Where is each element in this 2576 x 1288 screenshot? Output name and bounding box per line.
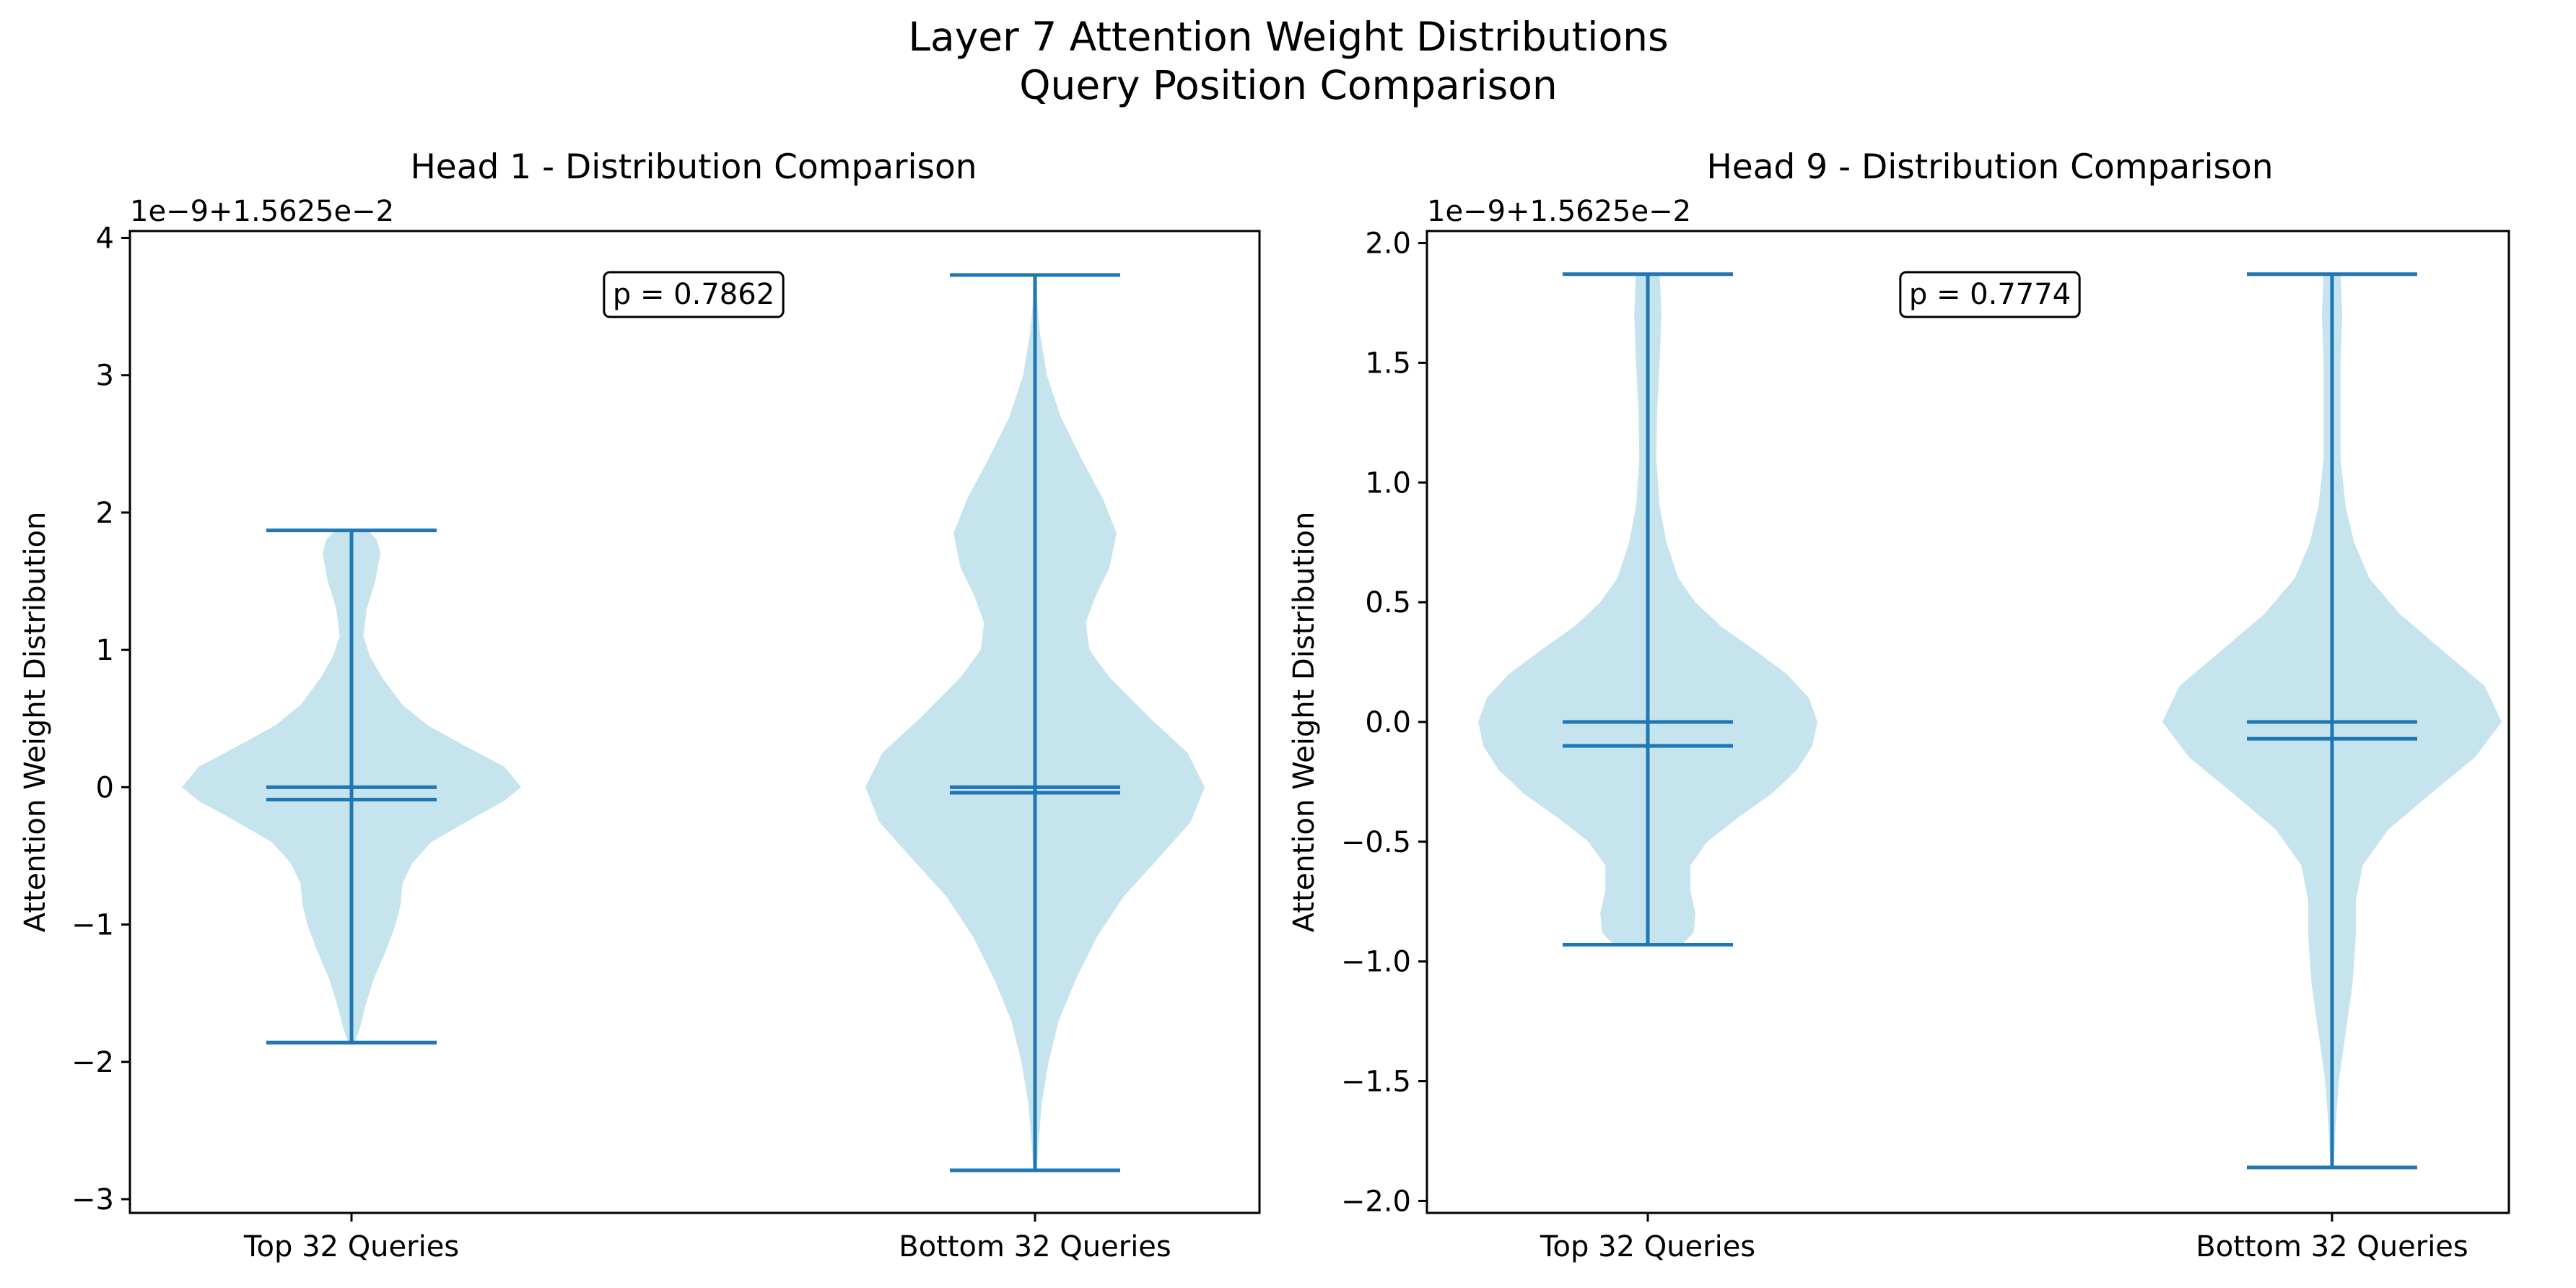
head-9-panel: Head 9 - Distribution Comparison 1e−9+1.… [1288,147,2510,1263]
head-9-ytick-label: −1.0 [1341,946,1411,979]
head-1-p-value-text: p = 0.7862 [613,278,774,311]
head-9-ytick-label: 2.0 [1365,227,1411,261]
head-9-y-axis-label: Attention Weight Distribution [1288,512,1321,933]
figure-title-line1: Layer 7 Attention Weight Distributions [908,14,1668,60]
head-9-ytick-label: −2.0 [1341,1185,1411,1218]
head-9-title: Head 9 - Distribution Comparison [1706,147,2273,187]
head-1-panel: Head 1 - Distribution Comparison 1e−9+1.… [19,147,1261,1263]
head-9-ytick-label: 0.0 [1365,706,1411,739]
head-9-ytick-label: −0.5 [1341,826,1411,859]
head-1-y-axis-label: Attention Weight Distribution [19,512,52,933]
head-1-p-value-box [603,271,785,318]
head-1-p-value-annotation: p = 0.7862 [603,271,785,318]
head-9-p-value-box [1899,271,2081,318]
head-9-p-value-text: p = 0.7774 [1909,278,2071,311]
head-1-ytick-label: −1 [71,909,114,942]
head-1-ytick-label: 1 [96,634,114,667]
head-1-offset-text: 1e−9+1.5625e−2 [130,195,394,228]
head-9-ytick-label: 1.0 [1365,466,1411,500]
head-1-ytick-label: 2 [96,497,114,530]
head-9-xtick-label: Top 32 Queries [1540,1230,1755,1263]
head-9-ytick-label: −1.5 [1341,1066,1411,1099]
figure-title-line2: Query Position Comparison [1019,62,1558,108]
head-1-ytick-label: −2 [71,1046,114,1079]
head-1-title: Head 1 - Distribution Comparison [410,147,977,187]
head-9-offset-text: 1e−9+1.5625e−2 [1427,195,1691,228]
head-9-ytick-label: 0.5 [1365,586,1411,619]
head-1-ytick-label: −3 [71,1183,114,1217]
head-9-ytick-label: 1.5 [1365,347,1411,380]
head-1-ytick-label: 0 [96,771,114,804]
head-1-ytick-label: 3 [96,360,114,393]
head-9-xtick-label: Bottom 32 Queries [2196,1230,2468,1263]
head-1-ytick-label: 4 [96,222,114,256]
head-1-axes-frame [128,230,1261,1214]
head-1-xtick-label: Bottom 32 Queries [899,1230,1171,1263]
head-1-xtick-label: Top 32 Queries [243,1230,459,1263]
head-9-p-value-annotation: p = 0.7774 [1899,271,2081,318]
